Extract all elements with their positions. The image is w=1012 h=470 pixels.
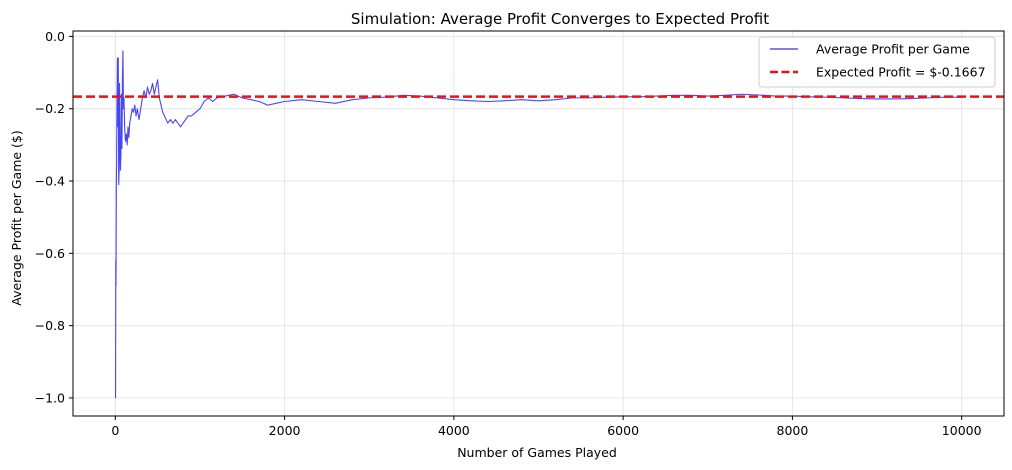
y-tick-label: −0.4 xyxy=(35,174,65,189)
x-tick-label: 2000 xyxy=(269,423,301,438)
y-axis-ticks: 0.0 −0.2 −0.4 −0.6 −0.8 −1.0 xyxy=(35,29,73,405)
legend: Average Profit per Game Expected Profit … xyxy=(758,36,996,88)
y-tick-label: −0.6 xyxy=(35,246,65,261)
y-tick-label: −0.8 xyxy=(35,318,65,333)
x-tick-label: 4000 xyxy=(438,423,470,438)
legend-box xyxy=(758,36,996,88)
grid xyxy=(73,31,1004,416)
x-tick-label: 10000 xyxy=(942,423,982,438)
plot-area xyxy=(73,50,1004,399)
legend-label-average-profit: Average Profit per Game xyxy=(816,42,970,57)
y-tick-label: −0.2 xyxy=(35,101,65,116)
x-axis-ticks: 0 2000 4000 6000 8000 10000 xyxy=(111,416,982,438)
series-line-average-profit xyxy=(115,50,962,399)
x-tick-label: 0 xyxy=(111,423,119,438)
chart-title: Simulation: Average Profit Converges to … xyxy=(351,10,769,28)
x-axis-label: Number of Games Played xyxy=(457,445,617,460)
y-axis-label: Average Profit per Game ($) xyxy=(9,130,24,306)
y-tick-label: −1.0 xyxy=(35,390,65,405)
x-tick-label: 8000 xyxy=(777,423,809,438)
plot-frame xyxy=(72,30,1005,417)
legend-label-expected-profit: Expected Profit = $-0.1667 xyxy=(816,65,986,80)
x-tick-label: 6000 xyxy=(607,423,639,438)
y-tick-label: 0.0 xyxy=(45,29,65,44)
